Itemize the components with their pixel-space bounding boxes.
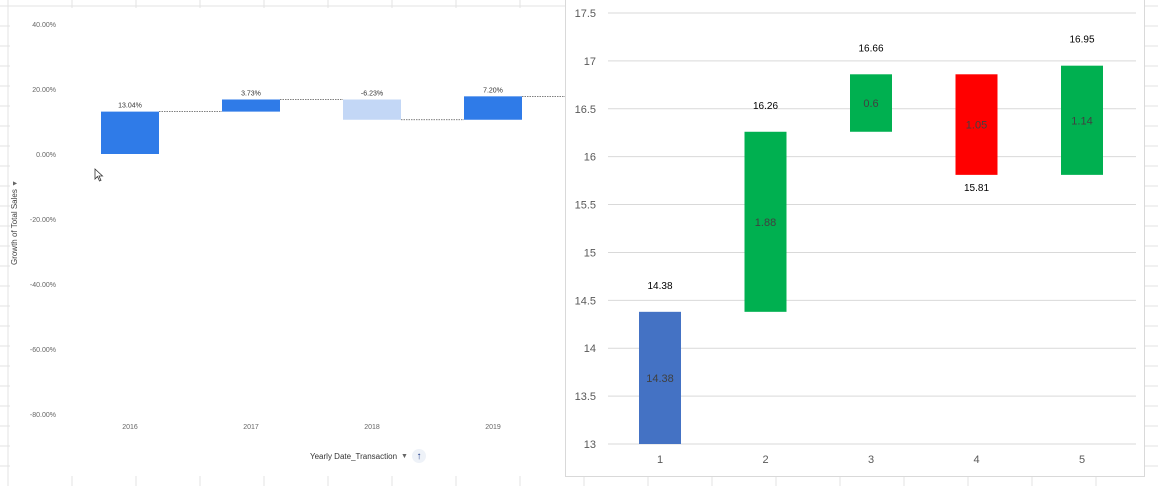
x-tick-label: 1 (657, 454, 663, 466)
y-axis-title[interactable]: Growth of Total Sales ▼ (10, 180, 19, 265)
x-tick-label: 2016 (122, 424, 138, 431)
bar-value-label: 0.6 (863, 98, 878, 110)
y-tick-label: 14 (584, 343, 596, 355)
caret-down-icon[interactable]: ▼ (401, 452, 408, 460)
bar-value-label: 1.88 (755, 217, 776, 229)
x-tick-label: 5 (1079, 454, 1085, 466)
bar-total-label: 15.81 (964, 183, 989, 194)
waterfall-bar (744, 131, 787, 312)
waterfall-bar (343, 99, 401, 120)
x-tick-label: 4 (973, 454, 979, 466)
x-tick-label: 3 (868, 454, 874, 466)
x-tick-label: 2 (762, 454, 768, 466)
excel-chart-plot: 17.51716.51615.51514.51413.51314.3814.38… (575, 8, 1136, 466)
y-tick-label: 15 (584, 247, 596, 259)
bar-value-label: 1.14 (1071, 115, 1092, 127)
bar-total-label: 14.38 (647, 281, 672, 292)
growth-chart-plot: 40.00% 20.00% 0.00% -20.00% -40.00% -60.00% -8… (30, 22, 570, 431)
y-tick-label: -80.00% (30, 412, 56, 419)
x-tick-label: 2018 (364, 424, 380, 431)
bar-data-label: 7.20% (483, 87, 503, 94)
y-tick-label: 13.5 (575, 391, 596, 403)
y-tick-label: 16 (584, 152, 596, 164)
waterfall-bar (955, 74, 998, 175)
waterfall-bar (1061, 65, 1103, 175)
y-tick-label: 40.00% (32, 22, 56, 29)
y-tick-label: 14.5 (575, 295, 596, 307)
waterfall-bar (850, 74, 892, 132)
y-tick-label: 15.5 (575, 200, 596, 212)
y-tick-label: 13 (584, 439, 596, 451)
bar-value-label: 1.05 (966, 120, 987, 132)
y-tick-label: 16.5 (575, 104, 596, 116)
caret-down-icon: ▼ (12, 179, 20, 187)
waterfall-bar (101, 111, 159, 154)
y-tick-label: -40.00% (30, 282, 56, 289)
bar-data-label: 13.04% (118, 103, 142, 110)
bar-value-label: 14.38 (646, 373, 674, 385)
x-tick-label: 2017 (243, 424, 259, 431)
y-tick-label: 17 (584, 56, 596, 68)
growth-waterfall-chart[interactable]: 40.00% 20.00% 0.00% -20.00% -40.00% -60.00% -8… (10, 8, 570, 476)
y-tick-label: 20.00% (32, 87, 56, 94)
bar-total-label: 16.26 (753, 101, 778, 112)
bar-total-label: 16.95 (1069, 35, 1094, 46)
waterfall-bar (464, 96, 522, 120)
arrow-up-icon[interactable]: ↑ (411, 449, 426, 463)
mouse-cursor-icon (94, 168, 104, 182)
x-axis-title-text: Yearly Date_Transaction (310, 451, 398, 461)
x-axis-title[interactable]: Yearly Date_Transaction ▼ ↑ (310, 449, 426, 463)
bar-data-label: 3.73% (241, 90, 261, 97)
bar-total-label: 16.66 (858, 43, 883, 54)
y-axis-title-text: Growth of Total Sales (10, 189, 20, 266)
bar-data-label: -6.23% (361, 90, 383, 97)
y-tick-label: 17.5 (575, 8, 596, 20)
excel-waterfall-chart[interactable]: 17.5 17 16.5 16 15.5 15 14.5 14 13.5 13 14.38 14.38… (565, 0, 1145, 477)
waterfall-bar (222, 99, 280, 112)
y-tick-label: -60.00% (30, 347, 56, 354)
y-tick-label: 0.00% (36, 152, 56, 159)
y-tick-label: -20.00% (30, 217, 56, 224)
x-tick-label: 2019 (485, 424, 501, 431)
waterfall-bar (639, 311, 681, 444)
